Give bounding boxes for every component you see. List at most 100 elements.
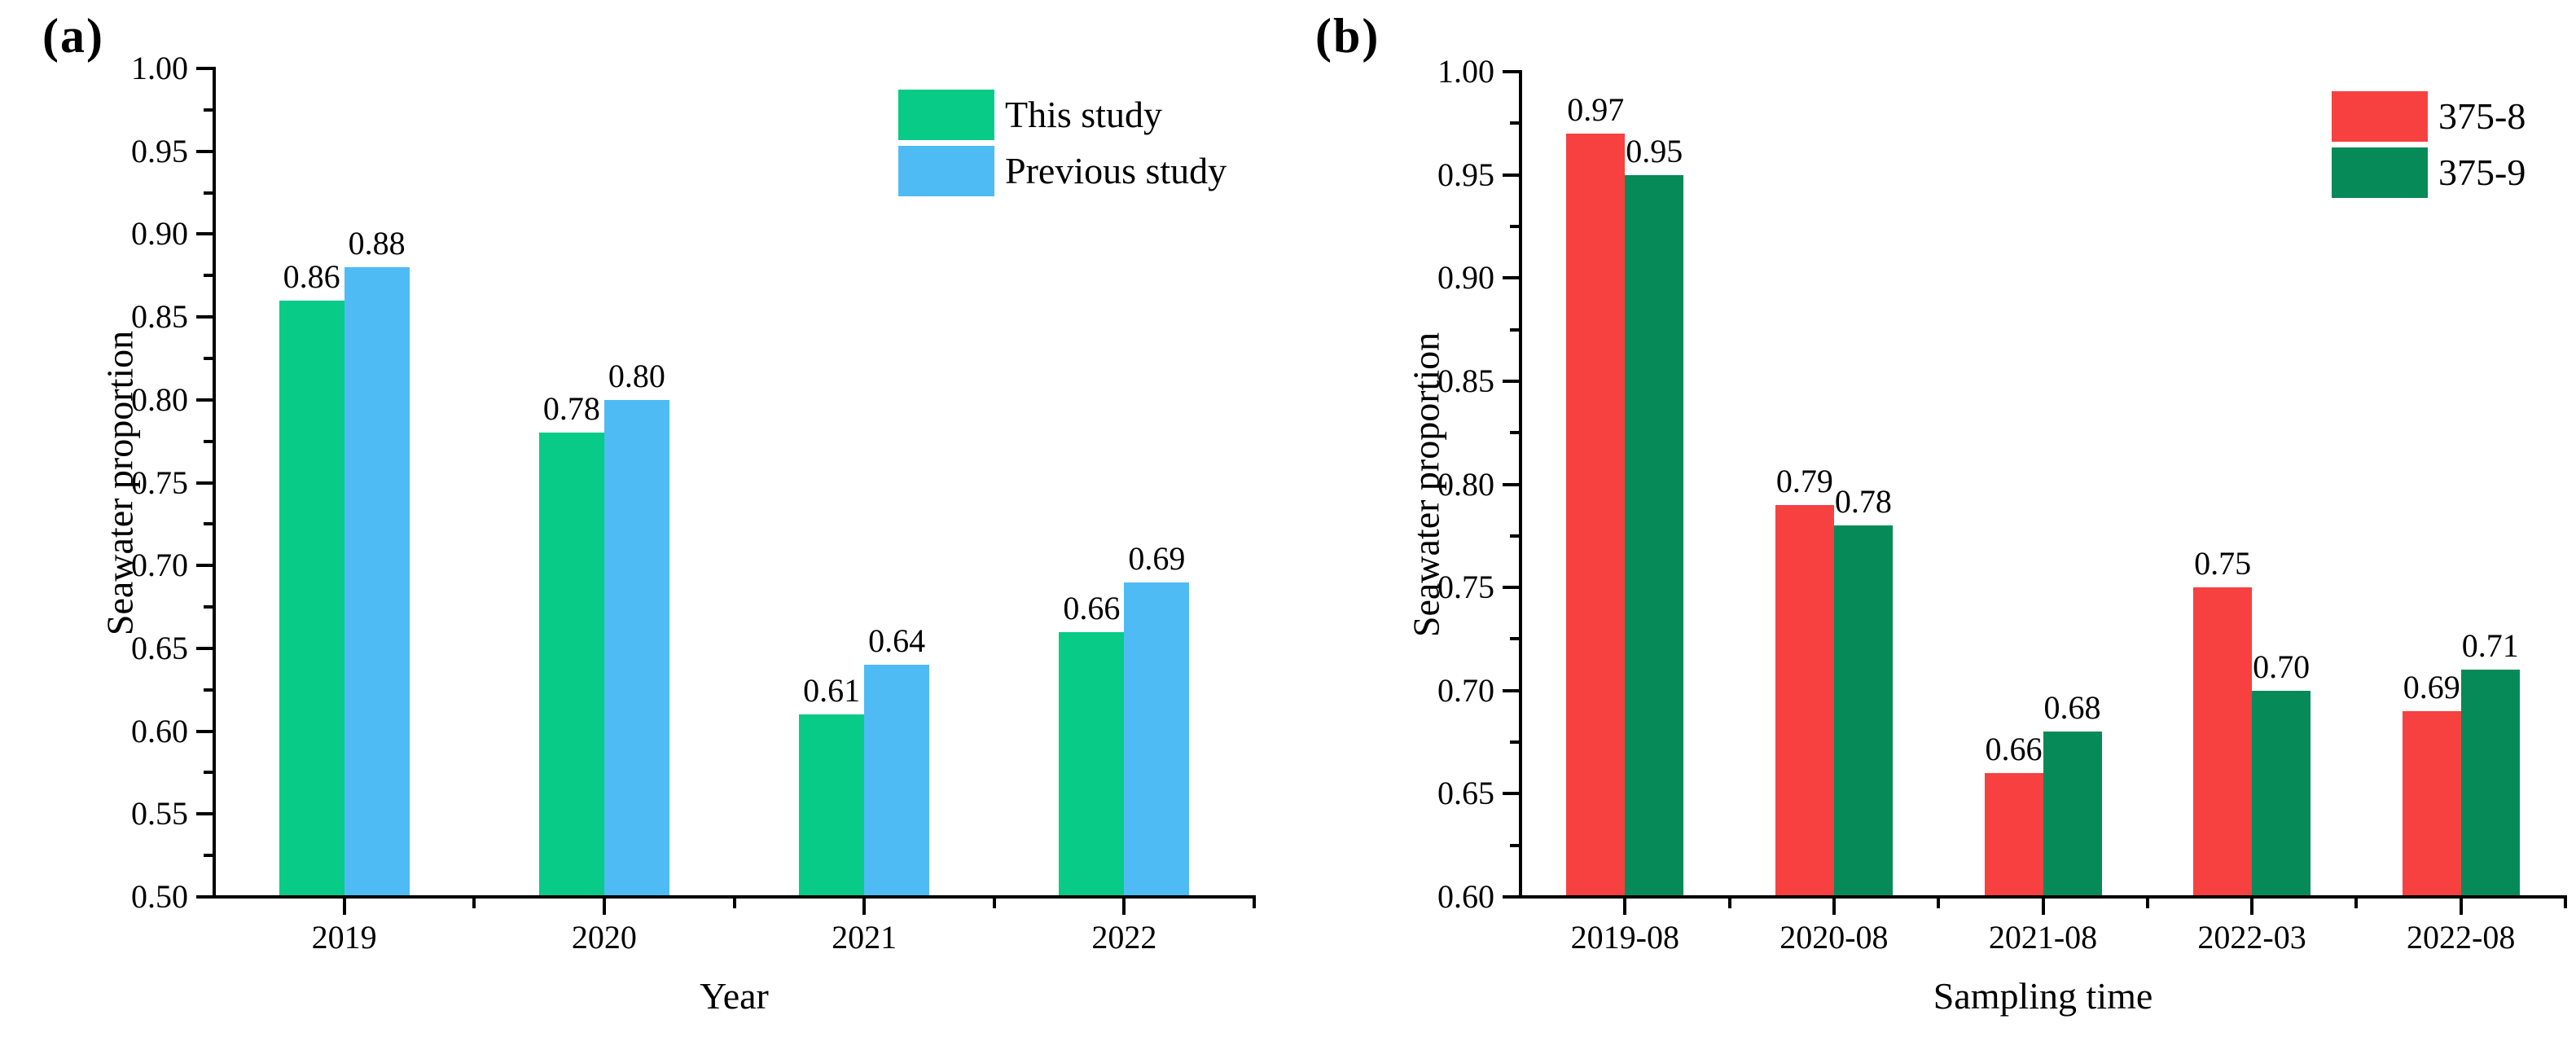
legend-label: 375-9 — [2438, 152, 2526, 193]
bar-value-label: 0.78 — [542, 390, 600, 428]
x-boundary-tick — [2354, 899, 2359, 908]
y-minor-tick — [204, 688, 213, 692]
x-tick-label: 2022-03 — [2197, 919, 2306, 956]
x-tick-label: 2019 — [311, 919, 377, 956]
x-tick-label: 2019-08 — [1570, 919, 1679, 956]
bar — [1059, 631, 1125, 897]
y-tick-label: 0.95 — [1437, 156, 1494, 193]
y-minor-tick — [204, 771, 213, 775]
x-tick-label: 2021-08 — [1988, 919, 2098, 956]
x-boundary-tick — [2564, 899, 2567, 908]
y-major-tick — [1503, 276, 1519, 280]
x-major-tick — [1623, 899, 1627, 915]
bar-value-label: 0.80 — [608, 357, 665, 394]
y-tick-label: 0.80 — [1437, 465, 1494, 503]
legend-label: Previous study — [1005, 150, 1227, 191]
x-boundary-tick — [1937, 899, 1941, 908]
y-major-tick — [1503, 688, 1519, 692]
y-major-tick — [196, 315, 213, 319]
y-tick-label: 0.70 — [1437, 671, 1494, 709]
bar — [1984, 773, 2043, 897]
y-minor-tick — [1510, 843, 1519, 847]
legend-swatch — [2332, 147, 2428, 198]
x-tick-label: 2020 — [571, 919, 637, 956]
x-boundary-tick — [732, 899, 736, 908]
bar-value-label: 0.69 — [1128, 539, 1186, 577]
x-major-tick — [1122, 899, 1126, 915]
x-major-tick — [602, 899, 606, 915]
y-major-tick — [196, 398, 213, 402]
bar — [864, 665, 930, 897]
x-major-tick — [2041, 899, 2045, 915]
x-boundary-tick — [472, 899, 476, 908]
bar-value-label: 0.78 — [1834, 483, 1892, 521]
bar — [1625, 174, 1684, 897]
x-major-tick — [862, 899, 867, 915]
y-axis-spine — [1519, 70, 1522, 899]
y-tick-label: 0.65 — [131, 629, 188, 666]
bar — [279, 300, 344, 897]
bar-value-label: 0.61 — [803, 672, 861, 710]
y-minor-tick — [204, 191, 213, 195]
bar-value-label: 0.66 — [1063, 589, 1121, 626]
x-boundary-tick — [1253, 899, 1256, 908]
y-major-tick — [1503, 792, 1519, 796]
y-tick-label: 1.00 — [1437, 53, 1494, 90]
bar — [2193, 587, 2253, 897]
bar — [1833, 525, 1893, 897]
y-major-tick — [196, 729, 213, 733]
legend-label: 375-8 — [2438, 95, 2526, 137]
y-major-tick — [1503, 895, 1519, 899]
y-tick-label: 0.55 — [131, 795, 188, 833]
panel-b-label: (b) — [1315, 9, 1380, 63]
y-minor-tick — [1510, 431, 1519, 435]
y-minor-tick — [204, 274, 213, 278]
legend-row: 375-8 — [2332, 91, 2526, 142]
y-tick-label: 0.70 — [131, 547, 188, 584]
y-minor-tick — [1510, 637, 1519, 641]
y-major-tick — [196, 646, 213, 650]
y-tick-label: 0.85 — [1437, 362, 1494, 399]
bar — [1124, 582, 1190, 897]
x-axis-spine — [213, 895, 1256, 899]
panel-b-x-axis-title: Sampling time — [1933, 975, 2153, 1017]
y-minor-tick — [204, 108, 213, 112]
y-axis-spine — [213, 67, 216, 899]
y-tick-label: 0.85 — [131, 298, 188, 336]
y-tick-label: 0.65 — [1437, 775, 1494, 812]
x-boundary-tick — [992, 899, 996, 908]
y-minor-tick — [204, 356, 213, 360]
legend-swatch — [898, 90, 994, 140]
y-minor-tick — [1510, 224, 1519, 228]
bar — [2460, 670, 2520, 897]
bar — [1775, 504, 1834, 897]
x-major-tick — [2250, 899, 2254, 915]
y-tick-label: 0.80 — [131, 380, 188, 418]
x-major-tick — [2459, 899, 2463, 915]
y-tick-label: 0.60 — [1437, 878, 1494, 915]
y-major-tick — [1503, 70, 1519, 73]
y-major-tick — [196, 67, 213, 70]
y-major-tick — [196, 564, 213, 568]
y-minor-tick — [1510, 327, 1519, 332]
y-major-tick — [1503, 586, 1519, 590]
panel-a-label: (a) — [42, 9, 104, 63]
y-major-tick — [1503, 482, 1519, 486]
panel-b-plot-area: 0.60 0.65 0.70 0.75 0.80 0.85 0.90 0.95 1.00 2019… — [1437, 55, 2567, 954]
legend-swatch — [2332, 91, 2428, 142]
x-axis-spine — [1519, 895, 2567, 899]
y-tick-label: 0.90 — [131, 215, 188, 253]
bar-value-label: 0.70 — [2253, 648, 2311, 685]
panel-a: (a) Seawater proportion 0.50 0.55 0.60 0.65… — [42, 9, 1256, 1017]
y-tick-label: 0.95 — [131, 132, 188, 169]
bar-value-label: 0.88 — [348, 225, 406, 262]
bar — [538, 433, 604, 897]
y-major-tick — [196, 895, 213, 899]
bar-value-label: 0.97 — [1567, 90, 1625, 128]
bar-value-label: 0.79 — [1775, 462, 1833, 499]
legend-label: This study — [1005, 94, 1162, 135]
panel-b: (b) Seawater proportion 0.60 0.65 0.70 0.75… — [1288, 0, 2576, 1059]
y-tick-label: 0.50 — [131, 878, 188, 915]
x-major-tick — [1832, 899, 1836, 915]
